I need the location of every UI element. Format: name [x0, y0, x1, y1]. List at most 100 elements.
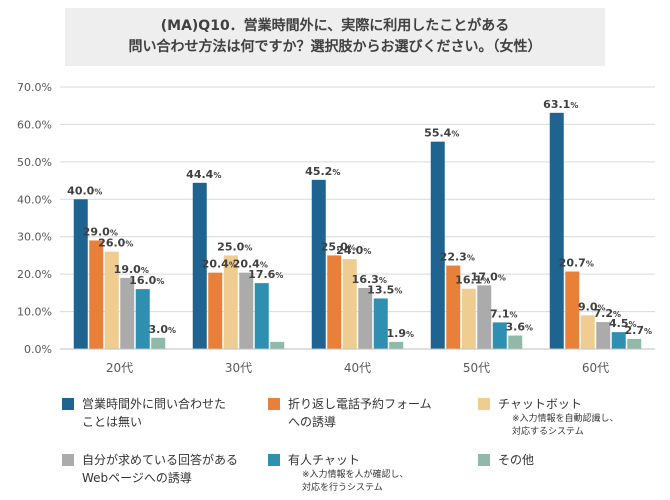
data-label: 17.0%: [471, 270, 506, 283]
bar: [89, 240, 104, 349]
legend-swatch: [268, 454, 280, 466]
bar: [446, 265, 461, 349]
data-label: 4.5%: [609, 317, 637, 330]
data-labels: 40.0%29.0%26.0%19.0%16.0%3.0%44.4%20.4%2…: [67, 98, 652, 340]
data-label: 16.3%: [352, 273, 387, 286]
legend-item-no-inquiry: 営業時間外に問い合わせた ことは無い: [62, 395, 226, 431]
bar: [461, 288, 476, 349]
legend-item-webpage: 自分が求めている回答がある Webページへの誘導: [62, 451, 238, 487]
bar: [104, 251, 119, 349]
bar: [135, 289, 150, 349]
legend-swatch: [62, 398, 74, 410]
data-label: 40.0%: [67, 184, 102, 197]
chart-title-line2: 問い合わせ方法は何ですか？選択肢からお選びください。（女性）: [128, 39, 542, 55]
bar: [73, 199, 88, 349]
data-label: 16.1%: [455, 274, 490, 287]
data-label: 22.3%: [440, 251, 475, 264]
y-tick-label: 0.0%: [24, 343, 52, 356]
x-category-label: 30代: [225, 361, 252, 375]
data-label: 17.6%: [248, 268, 283, 281]
bar: [565, 271, 580, 349]
y-tick-label: 40.0%: [17, 193, 52, 206]
y-tick-label: 50.0%: [17, 156, 52, 169]
legend-item-human-chat: 有人チャット ※入力情報を人が確認し、 対応を行うシステム: [268, 451, 409, 495]
data-label: 25.0%: [321, 240, 356, 253]
legend-item-other: その他: [478, 451, 534, 469]
y-tick-label: 70.0%: [17, 81, 52, 94]
legend-swatch: [268, 398, 280, 410]
bar: [373, 298, 388, 349]
data-label: 26.0%: [98, 237, 133, 250]
y-tick-label: 10.0%: [17, 306, 52, 319]
x-axis: 20代 30代 40代 50代 60代: [60, 348, 655, 375]
x-category-label: 20代: [106, 361, 133, 375]
legend-label-line2: ことは無い: [82, 415, 143, 429]
chart-title-line1: (MA)Q10．営業時間外に、実際に利用したことがある: [160, 18, 510, 34]
data-label: 24.0%: [336, 244, 371, 257]
bar: [192, 182, 207, 349]
data-label: 7.2%: [593, 307, 621, 320]
legend-label-line1: 有人チャット: [288, 453, 360, 467]
legend-label-line2: への誘導: [288, 415, 337, 429]
legend-label-line1: その他: [498, 453, 535, 467]
data-label: 20.4%: [233, 258, 268, 271]
bar: [549, 112, 564, 349]
bar: [596, 322, 611, 349]
legend-label-line1: 折り返し電話予約フォーム: [288, 397, 432, 411]
data-label: 9.0%: [578, 300, 606, 313]
legend-label-line2: Webページへの誘導: [82, 471, 192, 485]
bar: [120, 277, 135, 349]
y-tick-label: 60.0%: [17, 118, 52, 131]
legend-label-line1: 営業時間外に問い合わせた: [82, 397, 227, 411]
legend-swatch: [62, 454, 74, 466]
data-label: 25.0%: [217, 240, 252, 253]
legend-swatch: [478, 398, 490, 410]
x-category-label: 50代: [463, 361, 490, 375]
data-label: 20.7%: [559, 257, 594, 270]
bar: [270, 341, 285, 349]
legend-note-line1: ※入力情報を自動認識し、: [512, 414, 619, 424]
bar: [508, 335, 523, 349]
bar: [327, 255, 342, 349]
legend-note-line2: 対応するシステム: [512, 427, 584, 437]
bar: [389, 341, 404, 349]
data-label: 3.6%: [505, 321, 533, 334]
bar-chart: 0.0%10.0%20.0%30.0%40.0%50.0%60.0%70.0% …: [17, 81, 655, 375]
legend-item-callback-form: 折り返し電話予約フォーム への誘導: [268, 395, 432, 431]
bar: [477, 285, 492, 349]
bar: [151, 337, 166, 349]
bar: [311, 179, 326, 349]
bar: [223, 255, 238, 349]
chart-title: (MA)Q10．営業時間外に、実際に利用したことがある 問い合わせ方法は何ですか…: [65, 8, 605, 66]
y-axis: 0.0% 10.0% 20.0% 30.0% 40.0% 50.0% 60.0% 70.0%: [17, 81, 52, 356]
bar: [358, 287, 373, 349]
x-category-label: 60代: [582, 361, 609, 375]
bar: [342, 259, 357, 349]
y-tick-label: 30.0%: [17, 231, 52, 244]
legend-item-chatbot: チャットボット ※入力情報を自動認識し、 対応するシステム: [478, 395, 619, 439]
bar: [492, 322, 507, 349]
data-label: 1.9%: [386, 327, 414, 340]
data-label: 20.4%: [202, 258, 237, 271]
legend-note-line2: 対応を行うシステム: [302, 483, 383, 493]
data-label: 29.0%: [83, 225, 118, 238]
bar: [254, 283, 269, 349]
data-label: 2.7%: [624, 324, 652, 337]
y-tick-label: 20.0%: [17, 268, 52, 281]
data-label: 16.0%: [129, 274, 164, 287]
bar: [239, 272, 254, 349]
data-label: 13.5%: [367, 283, 402, 296]
data-label: 55.4%: [424, 127, 459, 140]
legend-label-line1: チャットボット: [498, 397, 582, 411]
bar: [430, 141, 445, 349]
data-label: 45.2%: [305, 165, 340, 178]
bars: [73, 112, 642, 349]
data-label: 63.1%: [543, 98, 578, 111]
bar: [611, 332, 626, 349]
bar: [208, 272, 223, 349]
x-category-label: 40代: [344, 361, 371, 375]
bar: [627, 338, 642, 349]
legend-label-line1: 自分が求めている回答がある: [82, 453, 239, 467]
legend-swatch: [478, 454, 490, 466]
data-label: 3.0%: [148, 323, 176, 336]
